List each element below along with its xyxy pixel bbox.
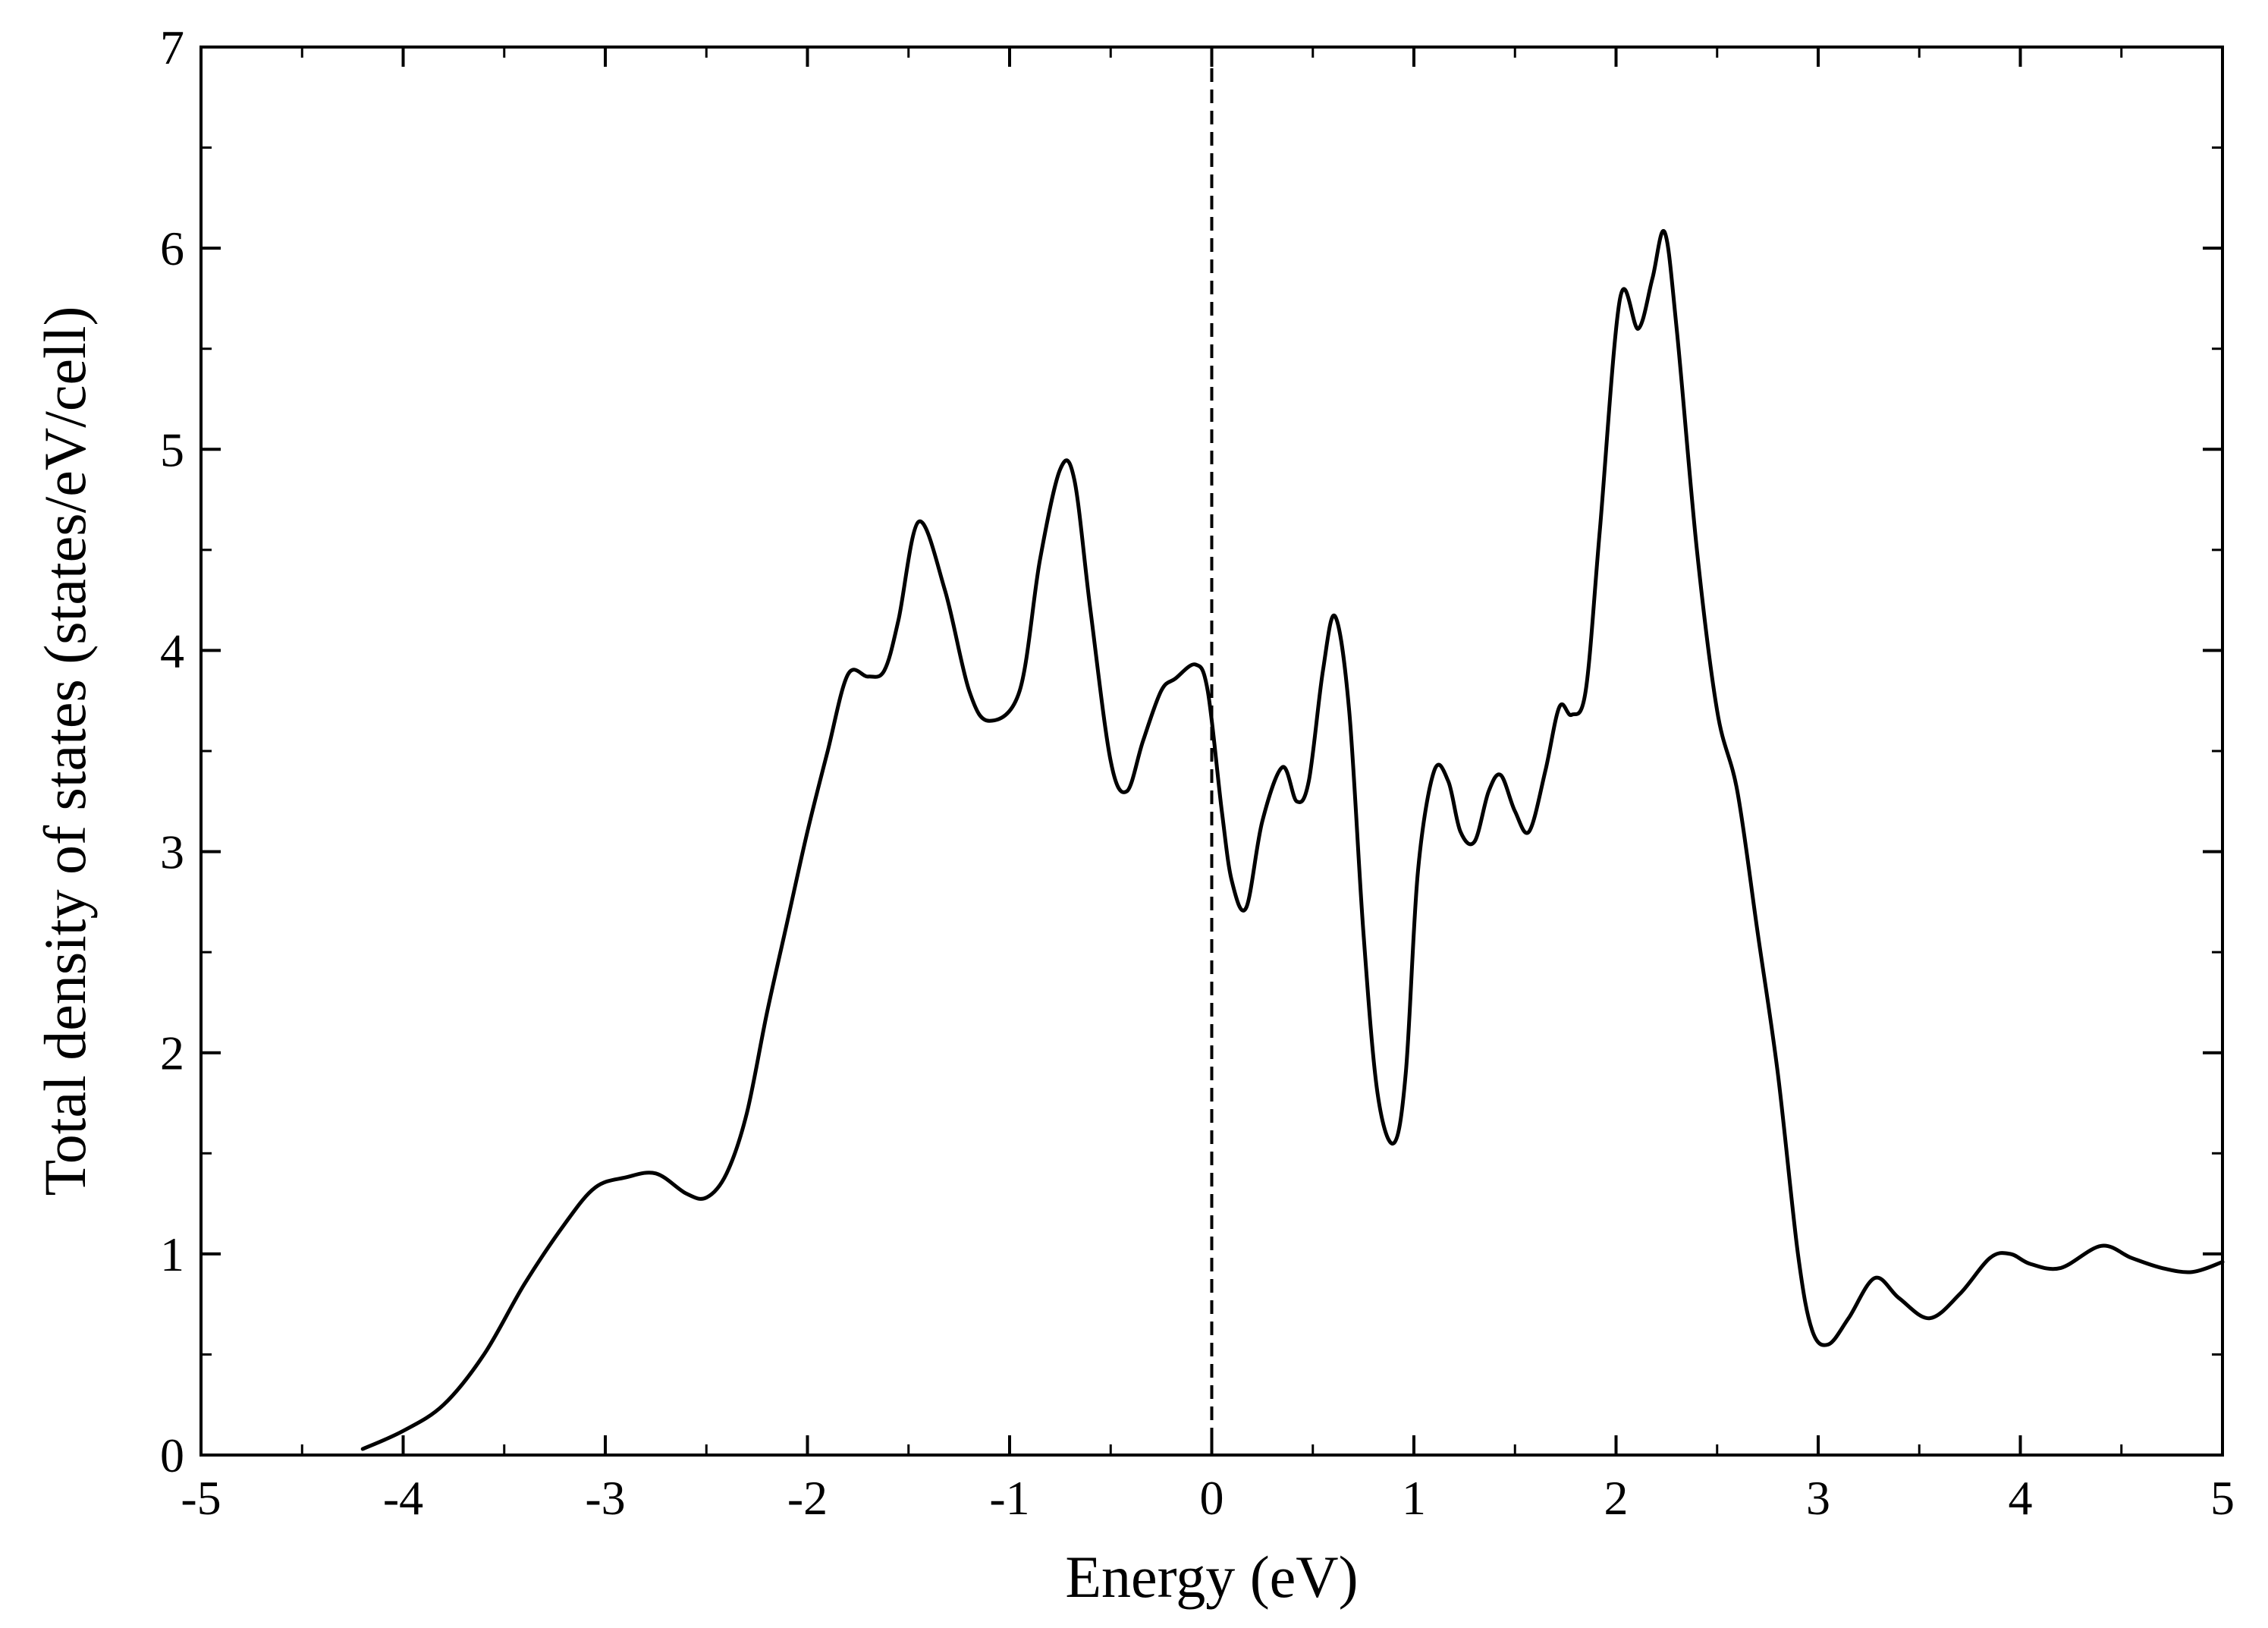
y-tick-label: 3	[160, 825, 184, 879]
x-tick-labels: -5 -4 -3 -2 -1 0 1 2 3 4 5	[181, 1471, 2235, 1525]
y-tick-label: 5	[160, 423, 184, 476]
y-axis-title: Total density of states (states/eV/cell)	[32, 306, 98, 1196]
x-tick-label: 0	[1200, 1471, 1224, 1525]
x-tick-label: 5	[2210, 1471, 2235, 1525]
series-line-total-dos	[360, 228, 2225, 1451]
minor-ticks	[201, 47, 2222, 1455]
y-tick-label: 4	[160, 624, 184, 677]
x-tick-label: 4	[2009, 1471, 2033, 1525]
y-tick-label: 2	[160, 1026, 184, 1080]
y-tick-label: 7	[160, 20, 184, 74]
x-tick-label: 3	[1806, 1471, 1830, 1525]
x-tick-label: -1	[989, 1471, 1029, 1525]
y-tick-label: 0	[160, 1428, 184, 1482]
x-tick-label: -2	[787, 1471, 828, 1525]
x-axis-title: Energy (eV)	[1065, 1544, 1358, 1610]
x-tick-label: -5	[181, 1471, 221, 1525]
x-tick-label: 2	[1604, 1471, 1629, 1525]
x-tick-label: -3	[585, 1471, 625, 1525]
y-tick-label: 6	[160, 222, 184, 275]
x-tick-label: -4	[383, 1471, 423, 1525]
y-tick-labels: 0 1 2 3 4 5 6 7	[160, 20, 184, 1482]
plot-frame	[199, 46, 2224, 1457]
x-tick-label: 1	[1402, 1471, 1426, 1525]
y-tick-label: 1	[160, 1227, 184, 1281]
